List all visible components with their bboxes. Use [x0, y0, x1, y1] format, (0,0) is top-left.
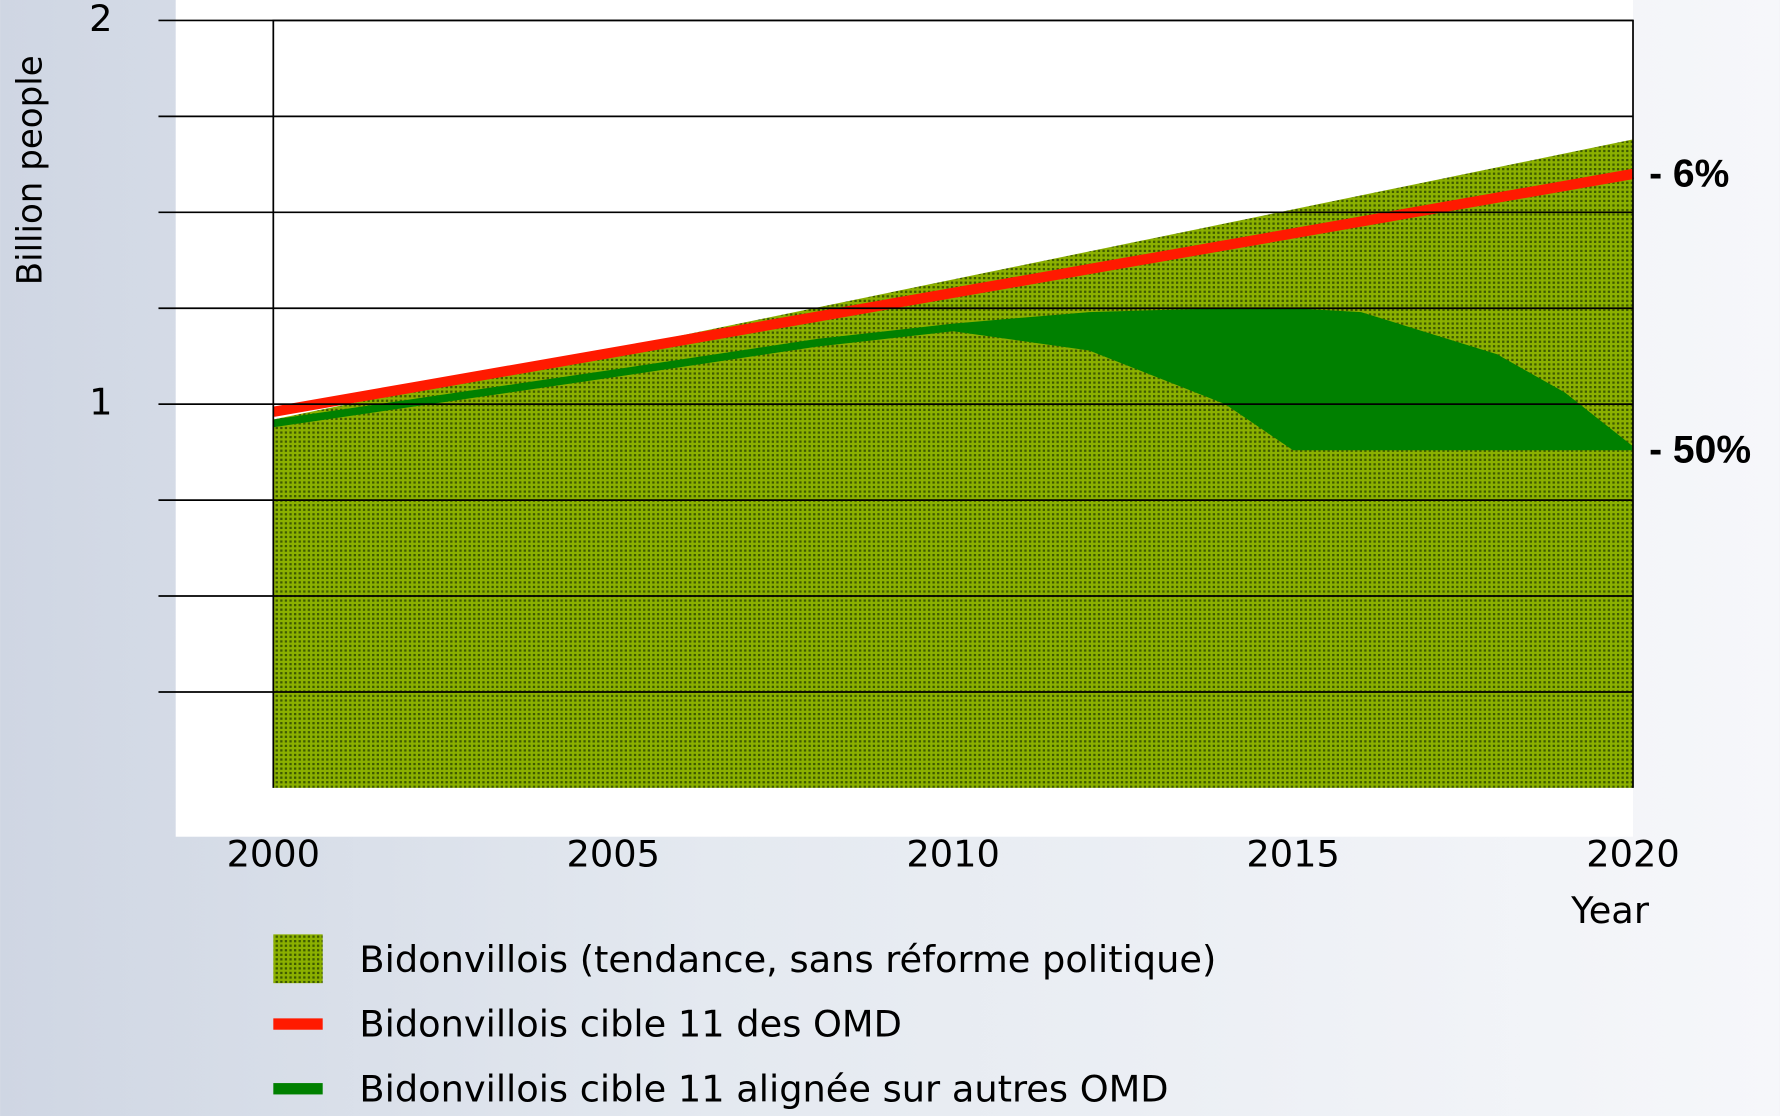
- legend-label: Bidonvillois cible 11 alignée sur autres…: [359, 1068, 1168, 1111]
- y-tick-label: 1: [89, 381, 112, 424]
- target-line: [272, 168, 1634, 417]
- legend-label: Bidonvillois (tendance, sans réforme pol…: [359, 938, 1216, 981]
- x-axis-label: Year: [1570, 889, 1650, 932]
- y-axis-label: Billion people: [11, 55, 51, 285]
- y-tick-label: 2: [89, 0, 112, 40]
- plot-frame: [272, 19, 1634, 788]
- legend-swatch: [273, 1083, 323, 1095]
- x-tick-label: 2010: [906, 833, 999, 876]
- annotation: - 6%: [1649, 153, 1729, 196]
- legend-swatch: [273, 934, 323, 984]
- annotation: - 50%: [1649, 429, 1751, 472]
- legend-label: Bidonvillois cible 11 des OMD: [359, 1003, 901, 1046]
- target-band: [273, 308, 1634, 451]
- x-tick-label: 2005: [567, 833, 660, 876]
- x-tick-label: 2000: [227, 833, 320, 876]
- legend-swatch: [273, 1018, 323, 1030]
- x-tick-label: 2015: [1246, 833, 1339, 876]
- trend-area: [273, 139, 1634, 788]
- x-tick-label: 2020: [1586, 833, 1679, 876]
